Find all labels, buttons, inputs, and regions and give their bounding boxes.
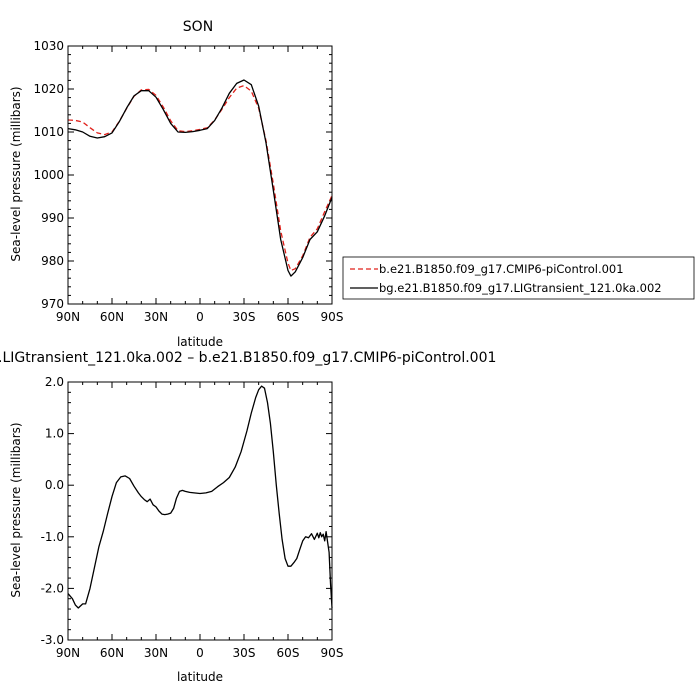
y-tick-label: 1030 — [33, 39, 64, 53]
y-tick-label: 1.0 — [45, 427, 64, 441]
top-chart-y-axis-label: Sea-level pressure (millibars) — [9, 86, 23, 261]
y-tick-label: 980 — [41, 254, 64, 268]
x-tick-label: 30S — [233, 646, 256, 660]
y-tick-label: 1000 — [33, 168, 64, 182]
bottom-chart: .LIGtransient_121.0ka.002 – b.e21.B1850.… — [0, 350, 496, 684]
bottom-chart-x-axis-label: latitude — [177, 670, 223, 684]
top-chart-frame — [67, 45, 333, 305]
y-tick-label: -1.0 — [41, 530, 64, 544]
series-line-1 — [67, 79, 333, 277]
series-line-0 — [67, 84, 333, 272]
x-tick-label: 60S — [277, 310, 300, 324]
y-tick-label: 1010 — [33, 125, 64, 139]
top-chart-lines — [67, 79, 333, 277]
x-tick-label: 90N — [56, 646, 80, 660]
legend-label-picontrol: b.e21.B1850.f09_g17.CMIP6-piControl.001 — [379, 262, 624, 276]
bottom-chart-title: .LIGtransient_121.0ka.002 – b.e21.B1850.… — [0, 350, 496, 366]
top-chart-x-axis-label: latitude — [177, 335, 223, 349]
y-tick-label: -2.0 — [41, 581, 64, 595]
x-tick-label: 30N — [144, 310, 168, 324]
y-tick-label: 970 — [41, 297, 64, 311]
x-tick-label: 30S — [233, 310, 256, 324]
x-tick-label: 90N — [56, 310, 80, 324]
x-tick-label: 60S — [277, 646, 300, 660]
top-chart-ticks: 90N 60N 30N 0 30S 60S 90S 970 980 990 1000 1010 1020… — [33, 39, 343, 324]
bottom-chart-ticks: 90N 60N 30N 0 30S 60S 90S -3.0 -2.0 -1.0 0.0 1.0 2.0 — [41, 375, 344, 660]
y-tick-label: 990 — [41, 211, 64, 225]
y-tick-label: 0.0 — [45, 478, 64, 492]
legend: b.e21.B1850.f09_g17.CMIP6-piControl.001 … — [342, 256, 695, 300]
x-tick-label: 60N — [100, 646, 124, 660]
x-tick-label: 0 — [196, 310, 204, 324]
x-tick-label: 90S — [321, 310, 344, 324]
series-line-0 — [67, 385, 333, 609]
x-tick-label: 90S — [321, 646, 344, 660]
legend-box — [342, 256, 695, 300]
x-tick-label: 0 — [196, 646, 204, 660]
bottom-chart-frame — [67, 381, 333, 641]
y-tick-label: 2.0 — [45, 375, 64, 389]
bottom-chart-lines — [67, 385, 333, 609]
legend-label-ligtransient: bg.e21.B1850.f09_g17.LIGtransient_121.0k… — [379, 281, 662, 295]
top-chart: SON Sea-level pressure (millibars) latit… — [9, 19, 343, 349]
x-tick-label: 60N — [100, 310, 124, 324]
y-tick-label: 1020 — [33, 82, 64, 96]
bottom-chart-y-axis-label: Sea-level pressure (millibars) — [9, 422, 23, 597]
top-chart-title: SON — [183, 19, 213, 35]
x-tick-label: 30N — [144, 646, 168, 660]
y-tick-label: -3.0 — [41, 633, 64, 647]
